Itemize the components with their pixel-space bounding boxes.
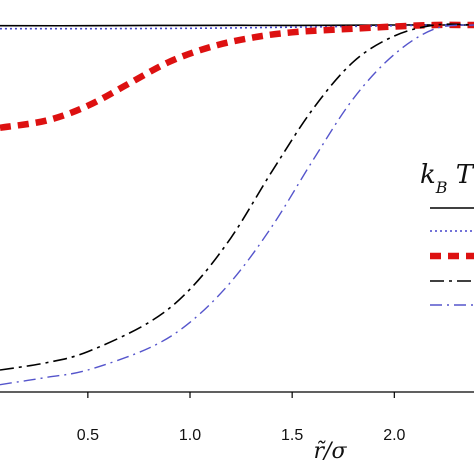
x-tick-label: 0.5 xyxy=(77,427,99,444)
x-tick-label: 2.0 xyxy=(383,427,405,444)
legend-title: kB T xyxy=(420,160,474,197)
x-axis-label: r̃/σ xyxy=(314,439,348,464)
plot-area xyxy=(0,21,474,386)
series-line-4 xyxy=(0,23,474,371)
x-tick-label: 1.5 xyxy=(281,427,303,444)
series-line-3 xyxy=(0,21,474,132)
x-tick-label: 1.0 xyxy=(179,427,201,444)
series-line-5 xyxy=(0,24,474,386)
x-ticks: 0.5 1.0 1.5 2.0 xyxy=(77,392,406,444)
legend: kB T xyxy=(420,160,474,306)
